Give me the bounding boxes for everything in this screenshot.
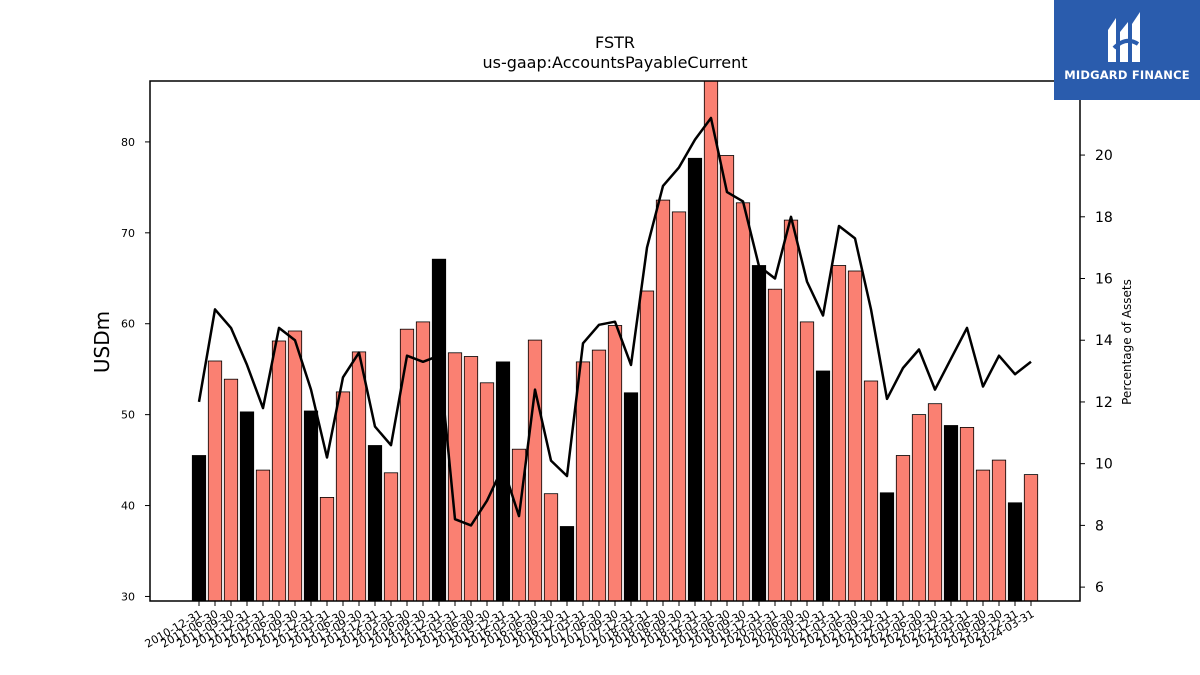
bar <box>1023 474 1039 602</box>
bar <box>399 328 415 602</box>
bar <box>943 425 959 602</box>
line-layer <box>197 116 1032 527</box>
y-tick-label: 40 <box>121 500 135 513</box>
y2-tick-label: 20 <box>1095 148 1113 164</box>
bar <box>751 265 767 602</box>
bar <box>271 340 287 602</box>
bar <box>831 265 847 602</box>
bars-layer <box>191 80 1039 602</box>
bar <box>783 219 799 602</box>
bar <box>287 330 303 602</box>
bar <box>591 349 607 602</box>
logo-text: MIDGARD FINANCE <box>1064 68 1190 82</box>
bar <box>687 157 703 602</box>
y2-tick-label: 6 <box>1095 580 1104 596</box>
bar <box>703 80 719 602</box>
y2-tick-label: 14 <box>1095 333 1113 349</box>
bar <box>639 290 655 602</box>
bar <box>767 288 783 602</box>
bar <box>1007 502 1023 602</box>
bar <box>559 526 575 602</box>
bar <box>815 370 831 602</box>
bar <box>671 211 687 602</box>
bar <box>575 361 591 602</box>
bar <box>223 378 239 602</box>
percentage-line <box>197 116 1032 527</box>
bar <box>655 199 671 602</box>
bar <box>383 472 399 602</box>
bar <box>959 426 975 602</box>
bar <box>735 202 751 602</box>
y2-tick-label: 12 <box>1095 395 1113 411</box>
axes-layer: 304050607080681012141618202010-12-312011… <box>121 80 1113 651</box>
y2-tick-label: 8 <box>1095 518 1104 534</box>
logo-mark-icon <box>1108 12 1140 62</box>
bar <box>975 469 991 602</box>
bar <box>255 469 271 602</box>
bar <box>863 380 879 602</box>
y2-axis-label: Percentage of Assets <box>1120 279 1134 405</box>
bar <box>351 351 367 602</box>
bar <box>335 391 351 602</box>
bar <box>415 321 431 602</box>
bar <box>191 455 207 602</box>
brand-logo: MIDGARD FINANCE <box>1054 0 1200 100</box>
bar <box>367 445 383 602</box>
bar <box>239 411 255 602</box>
bar <box>463 356 479 602</box>
bar <box>991 459 1007 602</box>
bar <box>847 270 863 602</box>
bar <box>207 360 223 602</box>
bar <box>303 410 319 602</box>
bar <box>911 414 927 602</box>
bar <box>319 496 335 602</box>
chart-subtitle: us-gaap:AccountsPayableCurrent <box>482 53 747 72</box>
y-tick-label: 80 <box>121 136 135 149</box>
y-tick-label: 30 <box>121 590 135 603</box>
y2-tick-label: 16 <box>1095 272 1113 288</box>
y-tick-label: 50 <box>121 409 135 422</box>
y-tick-label: 60 <box>121 318 135 331</box>
bar <box>431 258 447 602</box>
bar <box>927 403 943 602</box>
y2-tick-label: 18 <box>1095 210 1113 226</box>
y-tick-label: 70 <box>121 227 135 240</box>
bar <box>895 455 911 602</box>
y2-tick-label: 10 <box>1095 457 1113 473</box>
y-axis-label: USDm <box>90 311 114 373</box>
bar <box>879 492 895 602</box>
bar <box>543 493 559 602</box>
chart-title: FSTR <box>595 33 635 52</box>
bar <box>719 155 735 602</box>
bar <box>623 392 639 602</box>
bar <box>799 321 815 602</box>
bar <box>607 325 623 602</box>
bar <box>527 339 543 602</box>
